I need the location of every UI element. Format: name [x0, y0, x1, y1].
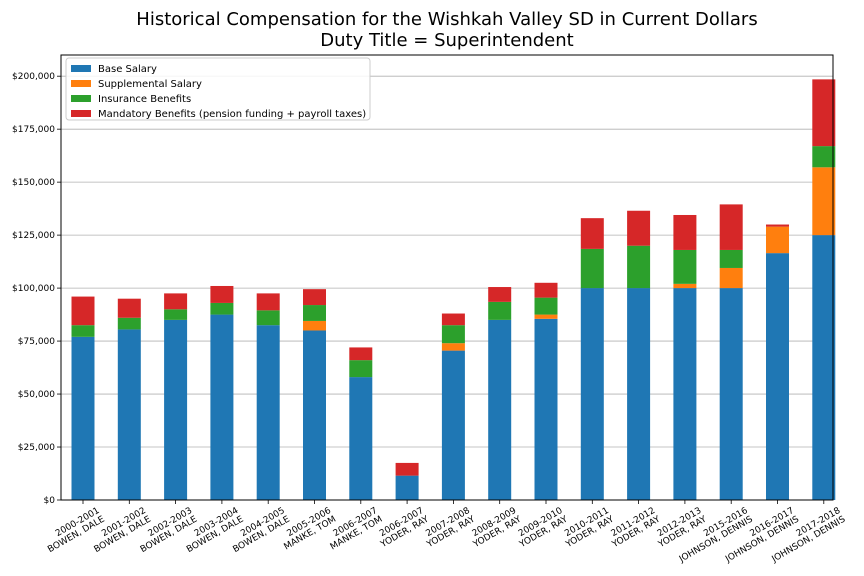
y-tick-label: $0 [44, 496, 56, 506]
bars [71, 79, 836, 500]
bar-insurance-benefits [441, 325, 465, 344]
x-tick-label: 2011-2012YODER, RAY [605, 506, 663, 551]
bar-insurance-benefits [534, 297, 558, 315]
bar-base-salary [395, 475, 419, 500]
bar-base-salary [256, 325, 280, 500]
x-tick-label: 2010-2011YODER, RAY [559, 506, 617, 551]
bar-mandatory-benefits-pension-funding-payroll-taxes [580, 218, 604, 249]
bar-base-salary [441, 350, 465, 500]
bar-supplemental-salary [673, 283, 697, 289]
legend: Base Salary Supplemental Salary Insurance … [65, 57, 371, 121]
y-tick-label: $150,000 [12, 178, 55, 188]
legend-label: Base Salary [98, 64, 157, 75]
chart-title: Historical Compensation for the Wishkah … [136, 9, 757, 30]
bar-base-salary [349, 377, 373, 500]
bar-mandatory-benefits-pension-funding-payroll-taxes [719, 204, 743, 250]
x-tick-label: 2009-2010YODER, RAY [512, 506, 570, 551]
legend-swatch [71, 110, 91, 117]
bar-mandatory-benefits-pension-funding-payroll-taxes [256, 293, 280, 311]
bar-mandatory-benefits-pension-funding-payroll-taxes [395, 462, 419, 476]
bar-mandatory-benefits-pension-funding-payroll-taxes [441, 313, 465, 326]
bar-base-salary [71, 336, 95, 500]
bar-base-salary [673, 288, 697, 500]
bar-base-salary [303, 330, 326, 500]
bar-mandatory-benefits-pension-funding-payroll-taxes [164, 293, 188, 310]
bar-insurance-benefits [71, 325, 95, 337]
bar-insurance-benefits [164, 309, 188, 320]
bar-supplemental-salary [534, 314, 558, 319]
bar-base-salary [627, 288, 651, 500]
legend-swatch [71, 80, 91, 87]
y-axis: $0 $25,000 $50,000 $75,000 $100,000 $125,000 $… [12, 72, 61, 506]
legend-label: Supplemental Salary [98, 79, 202, 90]
bar-mandatory-benefits-pension-funding-payroll-taxes [117, 298, 141, 318]
bar-base-salary [164, 319, 188, 500]
bar-insurance-benefits [580, 248, 604, 289]
bar-mandatory-benefits-pension-funding-payroll-taxes [534, 282, 558, 298]
bar-insurance-benefits [349, 360, 373, 378]
bar-base-salary [766, 253, 789, 500]
bar-mandatory-benefits-pension-funding-payroll-taxes [210, 285, 234, 303]
bar-supplemental-salary [766, 226, 789, 254]
bar-supplemental-salary [303, 320, 326, 331]
bar-mandatory-benefits-pension-funding-payroll-taxes [812, 79, 836, 147]
bar-supplemental-salary [719, 267, 743, 289]
bar-mandatory-benefits-pension-funding-payroll-taxes [766, 224, 789, 227]
y-tick-label: $50,000 [18, 390, 55, 400]
legend-swatch [71, 95, 91, 102]
y-tick-label: $200,000 [12, 72, 55, 82]
bar-insurance-benefits [210, 302, 234, 315]
y-tick-label: $75,000 [18, 337, 55, 347]
bar-mandatory-benefits-pension-funding-payroll-taxes [349, 347, 373, 361]
bar-insurance-benefits [627, 245, 651, 289]
legend-swatch [71, 65, 91, 72]
bar-mandatory-benefits-pension-funding-payroll-taxes [673, 214, 697, 250]
bar-mandatory-benefits-pension-funding-payroll-taxes [488, 287, 512, 302]
bar-insurance-benefits [812, 146, 836, 168]
x-tick-label: 2006-2007MANKE, TOM [324, 506, 385, 552]
y-tick-label: $125,000 [12, 231, 55, 241]
bar-insurance-benefits [673, 249, 697, 284]
x-tick-label: 2006-2007YODER, RAY [373, 506, 431, 551]
x-tick-label: 2007-2008YODER, RAY [420, 506, 478, 551]
bar-base-salary [580, 288, 604, 500]
bar-mandatory-benefits-pension-funding-payroll-taxes [71, 296, 95, 326]
plot-frame [60, 54, 834, 501]
y-tick-label: $175,000 [12, 125, 55, 135]
bar-mandatory-benefits-pension-funding-payroll-taxes [627, 210, 651, 246]
bar-mandatory-benefits-pension-funding-payroll-taxes [303, 289, 326, 306]
bar-base-salary [812, 235, 836, 500]
y-tick-label: $25,000 [18, 443, 55, 453]
bar-base-salary [534, 318, 558, 500]
bar-insurance-benefits [303, 305, 326, 321]
x-tick-label: 2008-2009YODER, RAY [466, 506, 524, 551]
bar-base-salary [210, 314, 234, 500]
gridlines [61, 75, 833, 501]
bar-supplemental-salary [812, 167, 836, 236]
bar-base-salary [117, 329, 141, 500]
bar-base-salary [719, 288, 743, 500]
bar-supplemental-salary [441, 343, 465, 351]
legend-label: Insurance Benefits [98, 94, 191, 105]
bar-insurance-benefits [719, 249, 743, 268]
y-tick-label: $100,000 [12, 284, 55, 294]
legend-box [65, 57, 371, 121]
chart-subtitle: Duty Title = Superintendent [320, 30, 573, 51]
bar-base-salary [488, 319, 512, 500]
bar-insurance-benefits [117, 317, 141, 330]
legend-label: Mandatory Benefits (pension funding + pa… [98, 109, 366, 120]
bar-insurance-benefits [256, 310, 280, 326]
bar-insurance-benefits [488, 301, 512, 320]
